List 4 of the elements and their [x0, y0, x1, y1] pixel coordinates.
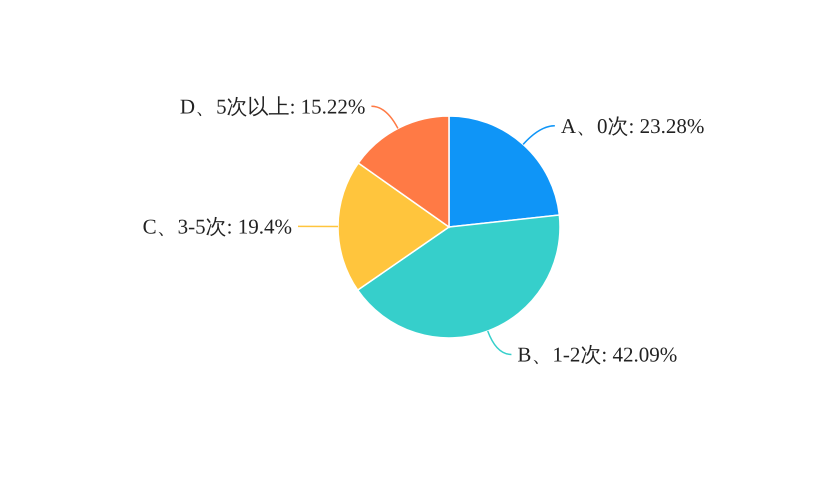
slice-label: D、5次以上: 15.22%	[180, 94, 366, 118]
slice-label: C、3-5次: 19.4%	[142, 214, 292, 238]
slice-label: B、1-2次: 42.09%	[517, 342, 678, 366]
slice-label: A、0次: 23.28%	[560, 114, 704, 138]
